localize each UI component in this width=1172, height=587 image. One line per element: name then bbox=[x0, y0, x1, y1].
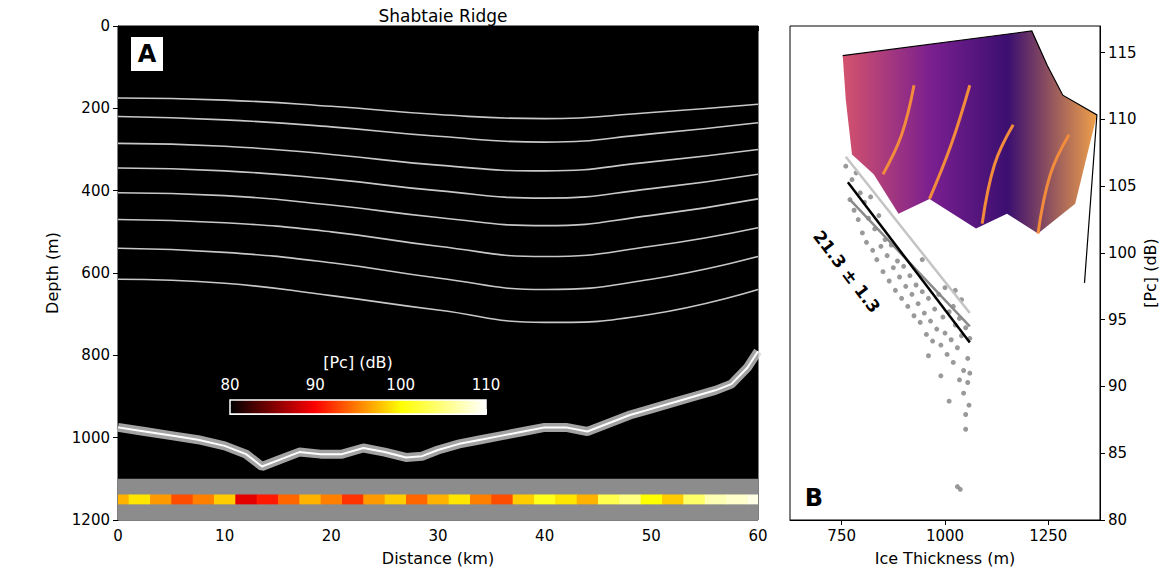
svg-text:B: B bbox=[805, 484, 823, 512]
svg-text:110: 110 bbox=[472, 376, 501, 394]
svg-text:95: 95 bbox=[1108, 311, 1127, 329]
svg-text:50: 50 bbox=[642, 527, 661, 545]
svg-text:0: 0 bbox=[100, 17, 110, 35]
svg-text:60: 60 bbox=[748, 527, 767, 545]
svg-text:Depth (m): Depth (m) bbox=[43, 232, 62, 314]
svg-text:115: 115 bbox=[1108, 44, 1137, 62]
svg-text:400: 400 bbox=[81, 182, 110, 200]
svg-text:80: 80 bbox=[220, 376, 239, 394]
svg-text:1000: 1000 bbox=[72, 429, 110, 447]
svg-text:10: 10 bbox=[215, 527, 234, 545]
svg-text:40: 40 bbox=[535, 527, 554, 545]
svg-text:600: 600 bbox=[81, 264, 110, 282]
svg-text:80: 80 bbox=[1108, 511, 1127, 529]
svg-text:800: 800 bbox=[81, 346, 110, 364]
svg-text:200: 200 bbox=[81, 99, 110, 117]
svg-text:30: 30 bbox=[428, 527, 447, 545]
svg-text:100: 100 bbox=[386, 376, 415, 394]
svg-text:0: 0 bbox=[113, 527, 123, 545]
svg-text:750: 750 bbox=[827, 527, 856, 545]
svg-text:[Pc] (dB): [Pc] (dB) bbox=[1141, 238, 1160, 308]
svg-text:Shabtaie Ridge: Shabtaie Ridge bbox=[378, 6, 507, 26]
svg-text:105: 105 bbox=[1108, 177, 1137, 195]
svg-text:A: A bbox=[138, 40, 157, 68]
svg-text:21.3 ± 1.3: 21.3 ± 1.3 bbox=[809, 226, 884, 316]
svg-text:20: 20 bbox=[322, 527, 341, 545]
svg-text:110: 110 bbox=[1108, 110, 1137, 128]
svg-text:1000: 1000 bbox=[926, 527, 964, 545]
svg-text:90: 90 bbox=[1108, 377, 1127, 395]
svg-text:1200: 1200 bbox=[72, 511, 110, 529]
svg-text:[Pc] (dB): [Pc] (dB) bbox=[323, 353, 393, 372]
svg-text:100: 100 bbox=[1108, 244, 1137, 262]
svg-text:Ice Thickness (m): Ice Thickness (m) bbox=[875, 549, 1016, 568]
svg-text:Distance (km): Distance (km) bbox=[382, 549, 494, 568]
svg-text:85: 85 bbox=[1108, 444, 1127, 462]
svg-text:1250: 1250 bbox=[1029, 527, 1067, 545]
svg-text:90: 90 bbox=[306, 376, 325, 394]
